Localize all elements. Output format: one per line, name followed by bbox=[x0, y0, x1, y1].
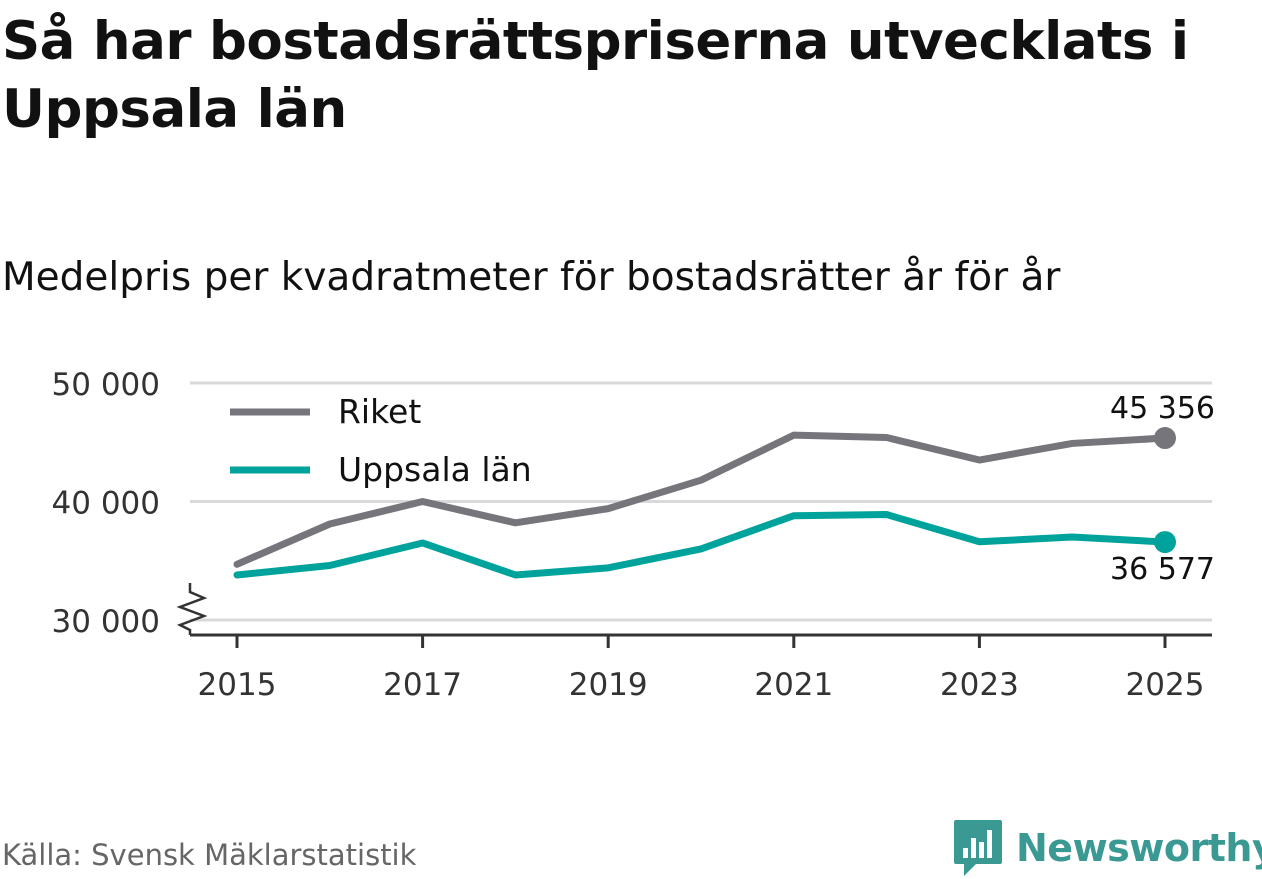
x-tick-label: 2015 bbox=[198, 667, 277, 700]
y-tick-label: 40 000 bbox=[52, 486, 160, 522]
end-point-uppsala bbox=[1154, 531, 1176, 554]
y-tick-label: 30 000 bbox=[52, 604, 160, 640]
x-tick-label: 2017 bbox=[383, 667, 462, 700]
source-note: Källa: Svensk Mäklarstatistik bbox=[2, 838, 417, 872]
y-tick-label: 50 000 bbox=[52, 367, 160, 403]
legend-label: Uppsala län bbox=[338, 450, 532, 489]
end-point-riket bbox=[1154, 427, 1176, 450]
legend-label: Riket bbox=[338, 392, 421, 431]
line-chart: 30 000 40 000 50 000 2015 2017 2019 2021 2023 20… bbox=[52, 367, 1215, 700]
end-label-uppsala: 36 577 bbox=[1110, 552, 1215, 587]
end-label-riket: 45 356 bbox=[1110, 391, 1215, 426]
x-tick-label: 2019 bbox=[569, 667, 648, 700]
newsworthy-logo: Newsworthy bbox=[952, 818, 1262, 878]
x-tick-label: 2021 bbox=[754, 667, 833, 700]
chart-subtitle: Medelpris per kvadratmeter för bostadsrä… bbox=[2, 255, 1061, 300]
legend-box bbox=[218, 386, 558, 498]
series-line-uppsala bbox=[233, 511, 1169, 579]
bar-chart-icon bbox=[954, 820, 1002, 876]
x-tick-label: 2023 bbox=[940, 667, 1019, 700]
chart-title: Så har bostadsrättspriserna utvecklats i… bbox=[2, 11, 1189, 140]
series-line-riket bbox=[233, 431, 1169, 568]
axis-break-icon bbox=[176, 583, 208, 635]
brand-name: Newsworthy bbox=[1016, 826, 1262, 870]
x-tick-label: 2025 bbox=[1126, 667, 1205, 700]
